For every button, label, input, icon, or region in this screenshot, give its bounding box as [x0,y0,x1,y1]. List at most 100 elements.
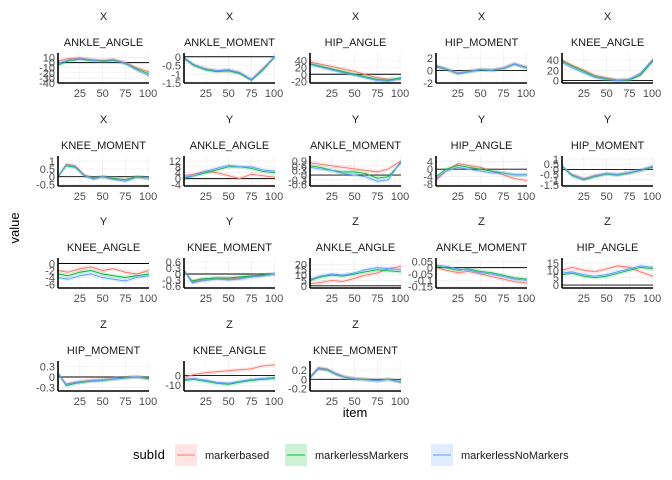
series-line-markerlessNoMarkers [310,160,401,182]
series-ribbon-markerbased [562,164,653,181]
strip-variable-label: HIP_ANGLE [451,140,513,152]
y-axis-title: value [7,212,22,243]
y-tick-label: 0 [553,75,559,87]
series-ribbon-markerbased [310,159,401,174]
x-tick-label: 100 [391,396,409,408]
series-line-markerbased [436,163,527,181]
x-tick-label: 100 [265,396,283,408]
series-ribbon-markerbased [436,161,527,183]
strip-variable-label: HIP_ANGLE [577,242,639,254]
series-ribbon-markerbased [436,61,527,76]
series-ribbon-markerbased [184,362,275,380]
series-line-markerlessNoMarkers [58,58,149,77]
series-ribbon-markerlessMarkers [310,160,401,181]
series-ribbon-markerlessNoMarkers [184,53,275,82]
strip-variable-label: ANKLE_MOMENT [436,242,527,254]
x-tick-label: 25 [74,191,86,203]
facet-panel: Z KNEE_ANGLE 25 50 75 100 0-10 [165,319,283,408]
y-tick-label: -8 [423,179,433,191]
y-tick-label: -10 [39,63,55,75]
strip-axis-label: Y [478,114,486,126]
y-tick-label: 0 [427,263,433,275]
x-tick-label: 75 [371,88,383,100]
x-tick-label: 50 [348,396,360,408]
y-tick-label: -4 [45,273,55,285]
series-ribbon-markerlessNoMarkers [310,366,401,384]
legend-title: subId [133,447,165,462]
series-ribbon-markerlessMarkers [58,370,149,388]
strip-variable-label: KNEE_MOMENT [61,140,146,152]
series-group [436,161,527,183]
series-ribbon-markerlessMarkers [310,367,401,385]
x-tick-label: 25 [578,293,590,305]
x-tick-label: 25 [326,191,338,203]
facet-panel: Y KNEE_ANGLE 25 50 75 100 0-2-4-6 [45,216,157,305]
y-tick-label: 0 [175,52,181,64]
y-tick-label: -1.5 [540,180,559,192]
y-tick-label: -2 [423,78,433,90]
x-tick-label: 100 [139,191,157,203]
series-line-markerlessNoMarkers [58,164,149,182]
series-ribbon-markerlessNoMarkers [58,56,149,78]
x-tick-label: 75 [245,293,257,305]
y-tick-label: -0.3 [288,175,307,187]
y-tick-label: 2 [427,53,433,65]
facet-panel: X KNEE_MOMENT 25 50 75 100 10.50-0.5 [36,114,157,203]
series-line-markerlessMarkers [562,60,653,81]
x-tick-label: 50 [96,293,108,305]
series-line-markerlessNoMarkers [58,273,149,282]
series-line-markerlessMarkers [58,270,149,278]
series-line-markerlessNoMarkers [184,269,275,284]
y-tick-label: 0.6 [166,257,181,269]
y-tick-label: 20 [547,65,559,77]
y-tick-label: 0.3 [292,165,307,177]
y-tick-label: -0.5 [540,170,559,182]
x-tick-label: 25 [326,293,338,305]
strip-variable-label: KNEE_MOMENT [313,345,398,357]
y-tick-label: 5 [301,275,307,287]
strip-axis-label: Y [226,216,234,228]
strip-variable-label: ANKLE_ANGLE [64,37,143,49]
series-line-markerlessMarkers [184,270,275,282]
strip-axis-label: X [478,11,486,23]
y-tick-label: 0 [427,66,433,78]
series-line-markerlessNoMarkers [562,265,653,277]
series-line-markerbased [184,170,275,180]
strip-axis-label: Y [226,114,234,126]
y-tick-label: 0.9 [292,156,307,168]
x-tick-label: 50 [96,191,108,203]
series-ribbon-markerbased [310,60,401,82]
y-tick-label: 0 [49,58,55,70]
series-group [436,61,527,76]
x-tick-label: 25 [578,88,590,100]
strip-variable-label: HIP_MOMENT [571,140,645,152]
series-ribbon-markerlessNoMarkers [184,375,275,386]
y-tick-label: -20 [39,68,55,80]
x-tick-label: 50 [348,293,360,305]
x-tick-label: 75 [623,88,635,100]
y-tick-label: 5 [553,273,559,285]
y-tick-label: 1 [49,156,55,168]
y-tick-label: 0.05 [412,256,433,268]
x-axis-title: item [343,405,368,420]
y-tick-label: 15 [295,265,307,277]
x-tick-label: 50 [348,88,360,100]
y-tick-label: -4 [171,180,181,192]
series-ribbon-markerlessMarkers [562,164,653,182]
x-tick-label: 25 [74,293,86,305]
x-tick-label: 100 [139,88,157,100]
series-ribbon-markerlessMarkers [436,62,527,76]
x-tick-label: 100 [517,293,535,305]
strip-axis-label: Z [478,216,485,228]
y-tick-label: 0 [49,372,55,384]
y-tick-label: 0.3 [40,362,55,374]
series-line-markerlessNoMarkers [184,164,275,178]
x-tick-label: 100 [265,191,283,203]
y-tick-label: 10 [295,270,307,282]
x-tick-label: 75 [245,88,257,100]
y-tick-label: 10 [547,265,559,277]
